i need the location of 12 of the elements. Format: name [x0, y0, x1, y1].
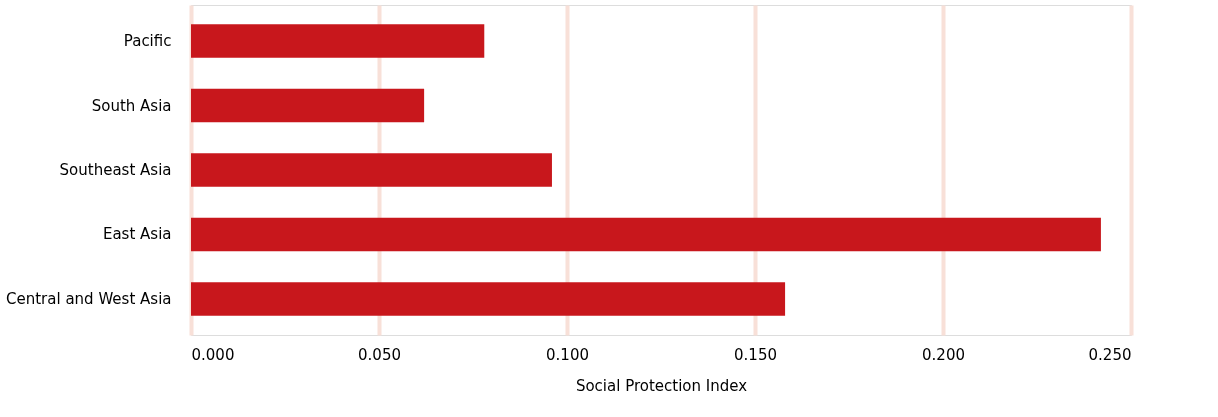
- x-tick-label: 0.000: [191, 345, 235, 364]
- y-tick-label: Southeast Asia: [59, 161, 172, 179]
- x-tick-label: 0.150: [734, 345, 777, 364]
- x-tick-label: 0.250: [1088, 345, 1132, 364]
- y-tick-label: East Asia: [102, 225, 172, 244]
- y-tick-label: Central and West Asia: [6, 289, 172, 308]
- y-tick-label: South Asia: [91, 96, 172, 115]
- x-tick-label: 0.100: [546, 345, 589, 364]
- x-tick-label: 0.050: [358, 345, 401, 364]
- x-tick-label: 0.200: [922, 345, 965, 364]
- y-tick-label: Pacific: [123, 32, 172, 51]
- x-axis-title: Social Protection Index: [575, 376, 748, 395]
